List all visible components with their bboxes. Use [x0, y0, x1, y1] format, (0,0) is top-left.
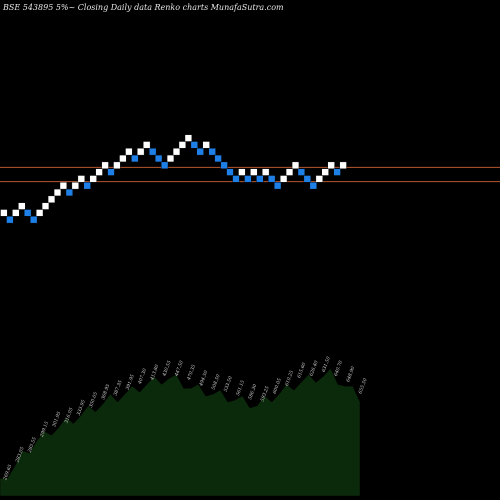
- renko-brick-up: [18, 202, 26, 210]
- renko-brick-up: [95, 168, 103, 176]
- renko-brick-up: [202, 141, 210, 149]
- volume-label: 593.25: [260, 385, 271, 402]
- volume-label: 283.05: [14, 446, 26, 464]
- renko-brick-down: [244, 175, 252, 183]
- renko-brick-up: [184, 134, 193, 142]
- renko-brick-down: [131, 154, 139, 163]
- renko-brick-up: [285, 168, 294, 176]
- renko-brick-down: [6, 216, 14, 224]
- volume-label: 285.55: [26, 436, 38, 454]
- volume-area-path: [0, 368, 361, 497]
- volume-label: 316.05: [64, 407, 75, 424]
- volume-label: 655.50: [358, 377, 369, 394]
- volume-label: 301.95: [51, 411, 62, 428]
- renko-brick-down: [107, 168, 115, 176]
- renko-brick-down: [303, 175, 311, 183]
- renko-brick-down: [214, 154, 222, 163]
- renko-brick-up: [339, 161, 347, 169]
- renko-brick-up: [178, 141, 187, 149]
- renko-brick-up: [321, 168, 329, 176]
- renko-brick-up: [315, 175, 323, 183]
- renko-brick-down: [232, 175, 240, 183]
- renko-brick-up: [41, 202, 50, 210]
- volume-label: 269.65: [2, 464, 14, 482]
- volume-label: 299.15: [39, 421, 51, 439]
- renko-brick-up: [89, 175, 97, 183]
- volume-label: 447.50: [173, 360, 185, 378]
- renko-brick-down: [297, 168, 306, 176]
- volume-label: 413.80: [149, 364, 161, 382]
- renko-brick-up: [327, 161, 335, 169]
- renko-brick-up: [53, 188, 62, 197]
- renko-brick-down: [268, 175, 276, 183]
- volume-label: 648.90: [345, 366, 356, 383]
- renko-brick-up: [166, 154, 175, 163]
- renko-brick-down: [220, 161, 228, 169]
- volume-label: 407.30: [137, 368, 149, 386]
- volume-label: 640.70: [333, 360, 344, 377]
- renko-brick-up: [101, 161, 109, 169]
- renko-brick-up: [47, 195, 56, 203]
- renko-brick-up: [291, 161, 300, 169]
- volume-label: 368.95: [100, 383, 111, 400]
- renko-brick-up: [119, 154, 127, 163]
- volume-label: 610.25: [284, 370, 295, 387]
- renko-brick-up: [12, 209, 20, 217]
- renko-brick-down: [274, 182, 282, 190]
- renko-brick-down: [24, 209, 32, 217]
- volume-label: 533.50: [223, 375, 234, 392]
- renko-brick-down: [149, 148, 157, 156]
- renko-brick-down: [65, 188, 74, 197]
- volume-label: 600.05: [272, 377, 283, 394]
- volume-label: 561.15: [235, 379, 246, 396]
- volume-label: 350.05: [88, 391, 99, 408]
- renko-brick-up: [36, 209, 44, 217]
- volume-area: [0, 368, 361, 497]
- renko-brick-up: [0, 209, 8, 217]
- renko-brick-down: [333, 168, 341, 176]
- chart-title: BSE 543895 5%~ Closing Daily data Renko …: [2, 3, 284, 12]
- renko-brick-down: [154, 154, 163, 163]
- renko-brick-up: [125, 148, 133, 156]
- volume-label: 333.95: [76, 399, 87, 416]
- volume-label: 586.30: [247, 383, 258, 400]
- volume-label: 387.35: [113, 379, 124, 396]
- renko-brick-down: [256, 175, 264, 183]
- renko-brick-up: [262, 168, 270, 176]
- volume-label: 626.40: [309, 360, 320, 377]
- volume-label: 470.35: [186, 364, 198, 382]
- renko-brick-down: [208, 148, 216, 156]
- volume-label: 508.50: [211, 374, 222, 391]
- renko-brick-up: [137, 148, 145, 156]
- volume-label: 430.55: [161, 360, 173, 378]
- renko-brick-down: [309, 182, 317, 190]
- renko-brick-down: [160, 161, 169, 169]
- renko-brick-up: [280, 175, 288, 183]
- renko-bricks: [0, 134, 347, 224]
- renko-brick-up: [172, 148, 181, 156]
- volume-label: 631.50: [321, 356, 332, 373]
- renko-brick-down: [83, 182, 91, 190]
- renko-brick-up: [71, 182, 79, 190]
- renko-brick-up: [238, 168, 246, 176]
- renko-brick-up: [113, 161, 121, 169]
- renko-brick-down: [226, 168, 234, 176]
- renko-brick-up: [59, 182, 68, 190]
- renko-brick-up: [143, 141, 151, 149]
- renko-brick-up: [77, 175, 85, 183]
- volume-label: 494.50: [198, 370, 210, 388]
- renko-brick-down: [190, 141, 198, 149]
- volume-label: 391.95: [125, 374, 136, 391]
- renko-brick-down: [30, 216, 38, 224]
- renko-brick-down: [196, 148, 204, 156]
- renko-brick-up: [250, 168, 258, 176]
- volume-label: 615.60: [296, 362, 307, 379]
